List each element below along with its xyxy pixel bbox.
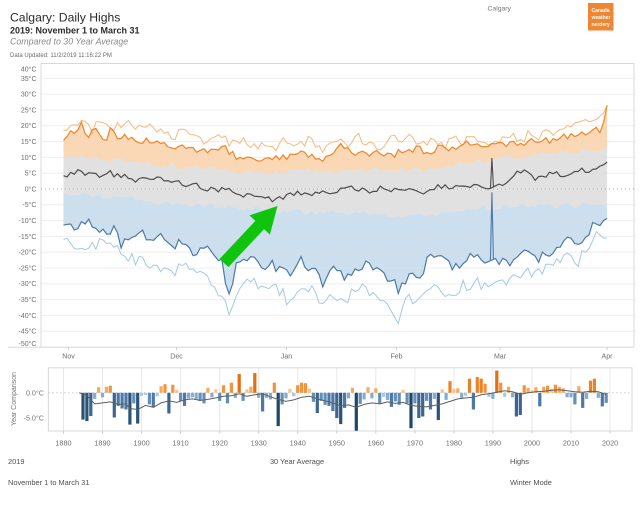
svg-text:2020: 2020	[602, 438, 618, 447]
svg-text:1970: 1970	[407, 438, 423, 447]
svg-text:10°C: 10°C	[21, 154, 37, 162]
svg-text:1940: 1940	[290, 438, 306, 447]
svg-text:5°C: 5°C	[25, 170, 37, 178]
svg-text:-40°C: -40°C	[19, 312, 37, 320]
svg-text:2019: November 1 to March 31: 2019: November 1 to March 31	[10, 25, 140, 35]
svg-text:Feb: Feb	[390, 354, 402, 361]
svg-text:1880: 1880	[55, 438, 71, 447]
svg-text:1920: 1920	[212, 438, 228, 447]
svg-text:40°C: 40°C	[21, 66, 37, 74]
svg-text:35°C: 35°C	[21, 75, 37, 83]
svg-text:15°C: 15°C	[21, 138, 37, 146]
svg-text:Compared to 30 Year Average: Compared to 30 Year Average	[10, 37, 128, 47]
svg-text:-50°C: -50°C	[19, 340, 37, 348]
svg-text:weather: weather	[591, 15, 611, 21]
svg-text:1990: 1990	[485, 438, 501, 447]
svg-text:Winter Mode: Winter Mode	[510, 478, 552, 487]
svg-text:30 Year Average: 30 Year Average	[270, 457, 324, 466]
svg-text:-20°C: -20°C	[19, 249, 37, 257]
svg-text:Calgary: Daily Highs: Calgary: Daily Highs	[10, 11, 120, 25]
svg-text:25°C: 25°C	[21, 106, 37, 114]
svg-text:Jan: Jan	[281, 354, 292, 361]
svg-text:-30°C: -30°C	[19, 280, 37, 288]
svg-text:-15°C: -15°C	[19, 233, 37, 241]
svg-text:1910: 1910	[172, 438, 188, 447]
svg-text:1900: 1900	[133, 438, 149, 447]
svg-text:1950: 1950	[329, 438, 345, 447]
svg-text:Dec: Dec	[170, 354, 183, 361]
svg-text:Data Updated: 11/2/2019 11:16:: Data Updated: 11/2/2019 11:16:22 PM	[10, 53, 112, 59]
svg-text:nerdery: nerdery	[592, 22, 611, 28]
svg-text:30°C: 30°C	[21, 91, 37, 99]
svg-text:November 1 to March 31: November 1 to March 31	[8, 478, 89, 487]
svg-text:0.0°C: 0.0°C	[26, 388, 44, 397]
svg-text:-5.0°C: -5.0°C	[24, 414, 44, 423]
svg-text:-35°C: -35°C	[19, 296, 37, 304]
svg-text:2010: 2010	[563, 438, 579, 447]
svg-text:Year Comparison: Year Comparison	[11, 372, 18, 426]
svg-text:Nov: Nov	[62, 354, 75, 361]
svg-text:1890: 1890	[94, 438, 110, 447]
svg-text:20°C: 20°C	[21, 122, 37, 130]
svg-text:2000: 2000	[524, 438, 540, 447]
svg-text:0°C: 0°C	[25, 185, 37, 193]
svg-text:-25°C: -25°C	[19, 264, 37, 272]
svg-text:Canada: Canada	[592, 8, 610, 14]
svg-text:-5°C: -5°C	[22, 201, 36, 209]
svg-text:-10°C: -10°C	[19, 217, 37, 225]
svg-text:1980: 1980	[446, 438, 462, 447]
svg-text:Apr: Apr	[602, 354, 614, 361]
svg-text:Mar: Mar	[494, 354, 507, 361]
svg-text:2019: 2019	[8, 457, 24, 466]
svg-text:Calgary: Calgary	[488, 6, 512, 13]
svg-text:1960: 1960	[368, 438, 384, 447]
svg-text:Highs: Highs	[510, 457, 529, 466]
svg-text:1930: 1930	[251, 438, 267, 447]
svg-text:-45°C: -45°C	[19, 328, 37, 336]
